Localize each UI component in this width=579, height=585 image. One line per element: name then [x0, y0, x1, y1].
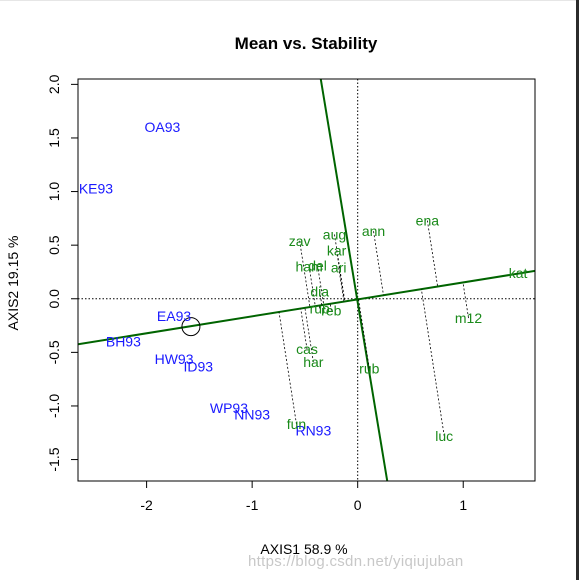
genotype-label: ena	[416, 213, 440, 229]
plot-border	[78, 79, 535, 481]
chart-title: Mean vs. Stability	[235, 34, 378, 53]
top-border-line	[0, 0, 579, 1]
environment-label: NN93	[234, 407, 270, 423]
genotype-projection-line	[374, 231, 384, 295]
genotype-label: reb	[321, 303, 341, 319]
genotype-label: rub	[359, 360, 379, 376]
genotype-label: m12	[455, 310, 482, 326]
x-tick-label: -2	[140, 497, 153, 513]
x-tick-label: -1	[246, 497, 259, 513]
genotype-label: luc	[435, 428, 453, 444]
genotype-label: ari	[331, 260, 347, 276]
environment-label: OA93	[145, 119, 181, 135]
y-tick-label: -0.5	[46, 340, 62, 364]
y-tick-label: 2.0	[46, 74, 62, 94]
environment-label: BH93	[106, 334, 141, 350]
ate-ordinate-line	[321, 79, 387, 481]
genotype-label: kar	[327, 243, 347, 259]
genotype-label: zav	[289, 233, 311, 249]
genotype-label: del	[308, 258, 327, 274]
genotype-label: fun	[287, 416, 306, 432]
watermark-text: https://blog.csdn.net/yiqiujuban	[248, 553, 464, 570]
y-tick-label: 1.0	[46, 182, 62, 202]
environment-label: EA93	[157, 308, 191, 324]
y-tick-label: 1.5	[46, 128, 62, 148]
y-tick-label: 0.5	[46, 235, 62, 255]
environment-label: ID93	[184, 358, 214, 374]
x-tick-label: 0	[354, 497, 362, 513]
genotype-label: ann	[362, 223, 385, 239]
genotype-label: dia	[310, 283, 329, 299]
y-tick-label: -1.0	[46, 394, 62, 418]
genotype-label: har	[303, 354, 324, 370]
ate-abscissa-line	[78, 271, 535, 344]
genotype-projection-line	[427, 221, 437, 287]
genotype-label: aug	[323, 226, 346, 242]
environment-label: KE93	[79, 180, 113, 196]
genotype-projection-line	[279, 312, 296, 424]
genotype-label: kat	[509, 265, 528, 281]
y-axis-label: AXIS2 19.15 %	[5, 236, 21, 331]
y-tick-label: -1.5	[46, 447, 62, 471]
genotype-projection-line	[421, 289, 444, 436]
x-tick-label: 1	[459, 497, 467, 513]
y-tick-label: 0.0	[46, 289, 62, 309]
